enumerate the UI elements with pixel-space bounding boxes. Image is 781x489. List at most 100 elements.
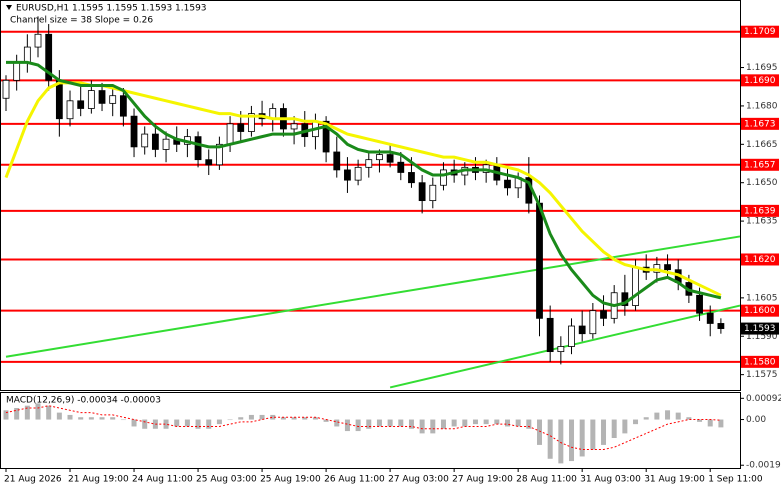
candle-body [546, 317, 554, 353]
candle-body [557, 346, 565, 353]
level-label: 1.1580 [744, 357, 776, 367]
y-tick-label: 1.1635 [746, 217, 778, 227]
candle-body [536, 202, 543, 319]
candle-body [77, 100, 85, 109]
candle-body [215, 143, 223, 166]
macd-bar [163, 419, 169, 429]
last-price: 1.1593 [744, 324, 776, 334]
last-price-box [741, 322, 779, 335]
x-tick-label: 21 Aug 19:00 [68, 475, 129, 485]
price-panel: 1.1695 1.1680 1.1665 1.1650 1.1635 1.1605 1.15… [1, 16, 779, 389]
macd-title: MACD(12,26,9) -0.00034 -0.00003 [6, 396, 161, 406]
candle-body [664, 264, 671, 271]
level-label-box [741, 355, 779, 368]
candle-body [376, 154, 383, 161]
candle-body [98, 90, 106, 104]
channel-line [5, 235, 741, 358]
x-tick-label: 25 Aug 19:00 [260, 475, 321, 485]
level-label-box [741, 117, 779, 130]
macd-bar [35, 403, 41, 420]
macd-bar [131, 419, 137, 427]
header-symbol: EURUSD,H1 1.1595 1.1595 1.1593 1.1593 [16, 4, 207, 14]
candle-body [600, 310, 607, 319]
candle-body [418, 182, 426, 202]
macd-bar [601, 419, 607, 445]
macd-bar [56, 412, 62, 420]
level-label: 1.1673 [744, 119, 776, 129]
candle-body [13, 62, 21, 81]
macd-bar [654, 412, 660, 420]
candle-body [87, 90, 95, 109]
macd-bar [440, 419, 446, 429]
macd-bar [238, 417, 244, 420]
candle-body [578, 325, 586, 335]
candle-body [23, 46, 31, 63]
level-label-box [741, 74, 779, 87]
macd-bar [88, 417, 94, 420]
candle-body [568, 325, 575, 347]
candle-body [632, 266, 639, 306]
macd-frame [0, 392, 741, 469]
macd-bar [24, 405, 30, 420]
candle-body [34, 33, 42, 48]
candle-body [397, 161, 405, 173]
candle-body [226, 123, 234, 145]
candle-body [55, 79, 63, 120]
y-tick-label: 1.1605 [746, 293, 778, 303]
y-tick-label: 0.00092 [746, 394, 781, 404]
macd-bar [387, 419, 393, 427]
macd-bar [334, 419, 340, 427]
candle-body [205, 159, 213, 166]
macd-bar [633, 419, 639, 425]
y-tick-label: 1.1680 [746, 101, 778, 111]
macd-bar [398, 419, 404, 427]
level-label-box [741, 158, 779, 171]
candle-body [429, 184, 437, 202]
y-tick-label: -0.00198 [746, 461, 781, 471]
macd-bar [558, 419, 564, 464]
y-tick-label: 1.1665 [746, 140, 778, 150]
macd-bar [590, 419, 596, 450]
level-label: 1.1620 [744, 255, 776, 265]
macd-bar [526, 419, 532, 429]
x-tick-label: 24 Aug 11:00 [132, 475, 193, 485]
macd-bar [430, 419, 436, 434]
x-tick-label: 31 Aug 03:00 [580, 475, 641, 485]
macd-bar [665, 410, 671, 420]
header-indicator: Channel size = 38 Slope = 0.26 [10, 16, 153, 26]
macd-bar [227, 419, 233, 421]
candle-body [386, 154, 394, 163]
macd-bar [569, 419, 575, 462]
level-label: 1.1690 [744, 76, 776, 86]
macd-bar [419, 419, 425, 434]
macd-bar [142, 419, 148, 429]
candle-body [66, 100, 74, 120]
macd-bar [675, 412, 681, 420]
candle-body [365, 159, 373, 168]
macd-bar [643, 417, 649, 420]
macd-bar [78, 417, 84, 420]
level-label-box [741, 253, 779, 266]
macd-bar [302, 417, 308, 420]
moving-average [6, 60, 722, 308]
macd-bar [718, 419, 724, 428]
macd-bar [206, 419, 212, 429]
macd-bar [248, 414, 254, 420]
candle-body [696, 294, 703, 314]
candle-body [130, 115, 138, 148]
macd-bar [515, 419, 521, 427]
y-tick-label: 1.1590 [746, 332, 778, 342]
macd-bar [110, 417, 116, 420]
macd-bar [67, 414, 73, 420]
candle-body [333, 151, 341, 171]
macd-bar [174, 419, 180, 427]
macd-bar [355, 419, 361, 432]
macd-bar [259, 414, 265, 420]
macd-bar [195, 419, 201, 429]
candle-body [237, 123, 245, 132]
macd-bar [46, 405, 52, 420]
level-label-box [741, 304, 779, 317]
candle-body [194, 136, 202, 161]
candle-body [322, 120, 330, 153]
